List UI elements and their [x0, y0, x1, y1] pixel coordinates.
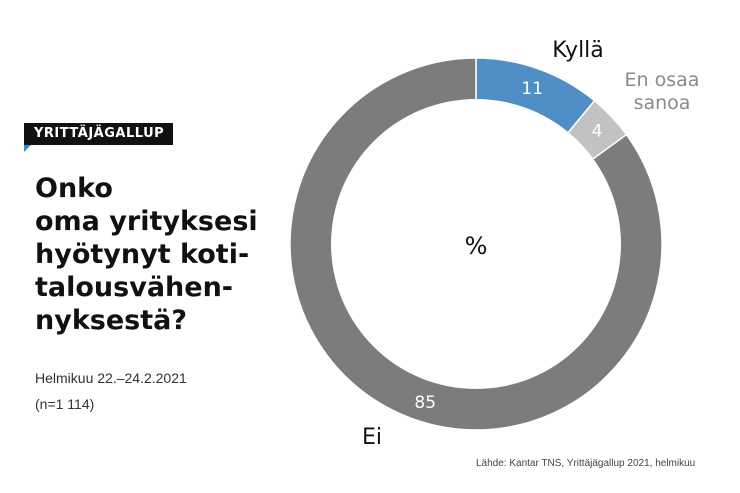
question-line: Onko	[35, 173, 113, 204]
source-note: Lähde: Kantar TNS, Yrittäjägallup 2021, …	[476, 458, 696, 469]
value-label: 11	[521, 79, 543, 99]
value-label: 4	[592, 121, 603, 141]
category-label: En osaa	[625, 69, 700, 91]
category-label: Kyllä	[552, 38, 604, 63]
question-line: oma yrityksesi	[35, 206, 258, 237]
question-line: nyksestä?	[35, 305, 188, 336]
question-line: hyötynyt koti-	[35, 239, 250, 270]
sample-size: (n=1 114)	[35, 396, 95, 412]
center-unit-label: %	[465, 232, 488, 260]
survey-badge: YRITTÄJÄGALLUP	[24, 123, 174, 145]
category-label: sanoa	[634, 92, 691, 114]
question-title: Onko oma yrityksesi hyötynyt koti- talou…	[35, 172, 275, 337]
donut-hole	[331, 99, 621, 389]
value-label: 85	[414, 393, 436, 413]
category-label: Ei	[362, 425, 382, 450]
question-line: talousvähen-	[35, 272, 234, 303]
value-labels: 11 4 85	[414, 79, 602, 413]
badge-accent-notch	[24, 145, 31, 152]
survey-date: Helmikuu 22.–24.2.2021	[35, 370, 187, 386]
